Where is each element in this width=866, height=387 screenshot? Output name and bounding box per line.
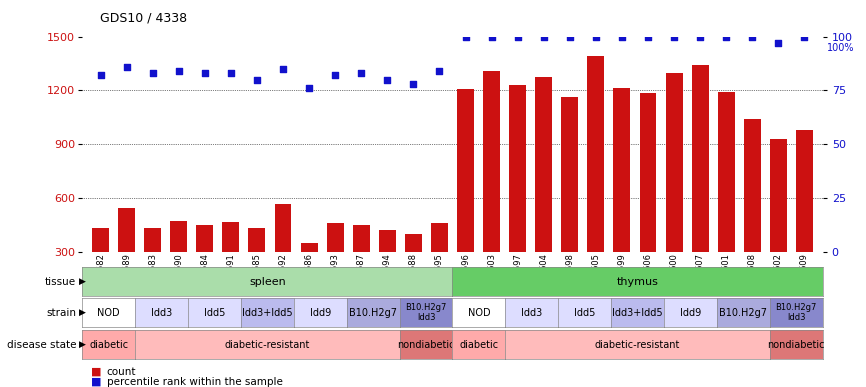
Point [250,77,264,83]
Bar [145,228,161,305]
Point [485,34,499,40]
Bar [718,92,734,305]
Text: Idd9: Idd9 [310,308,331,317]
Point [720,34,734,40]
Point [772,40,785,46]
Text: B10.H2g7
ldd3: B10.H2g7 ldd3 [405,303,447,322]
Text: spleen: spleen [249,277,286,286]
Text: Idd3+Idd5: Idd3+Idd5 [242,308,293,317]
Point [537,34,551,40]
Bar [171,221,187,305]
Text: ▶: ▶ [79,277,86,286]
Text: Idd3+Idd5: Idd3+Idd5 [612,308,662,317]
Bar [666,73,682,305]
Point [302,85,316,91]
Point [615,34,629,40]
Bar [326,223,344,305]
Point [746,34,759,40]
Bar [275,204,292,305]
Text: B10.H2g7: B10.H2g7 [720,308,767,317]
Text: ▶: ▶ [79,340,86,349]
Text: Idd9: Idd9 [680,308,701,317]
Point [798,34,811,40]
Bar [223,222,239,305]
Text: ■: ■ [91,366,101,377]
Bar [352,225,370,305]
Bar [796,130,813,305]
Point [511,34,525,40]
Text: B10.H2g7
ldd3: B10.H2g7 ldd3 [776,303,817,322]
Bar [405,234,422,305]
Bar [535,77,553,305]
Text: diabetic-resistant: diabetic-resistant [595,340,681,349]
Text: Idd3: Idd3 [521,308,542,317]
Bar [561,97,578,305]
Bar [587,57,604,305]
Text: strain: strain [46,308,76,317]
Point [197,70,211,76]
Bar [770,139,787,305]
Text: percentile rank within the sample: percentile rank within the sample [107,377,282,387]
Bar [483,71,500,305]
Point [171,68,185,74]
Bar [301,243,318,305]
Point [694,34,708,40]
Bar [640,93,656,305]
Text: nondiabetic: nondiabetic [767,340,825,349]
Bar [613,88,630,305]
Point [589,34,603,40]
Point [224,70,238,76]
Text: thymus: thymus [617,277,658,286]
Text: disease state: disease state [7,340,76,349]
Point [328,72,342,79]
Text: diabetic: diabetic [459,340,499,349]
Text: NOD: NOD [468,308,490,317]
Bar [197,225,213,305]
Point [563,34,577,40]
Text: Idd5: Idd5 [574,308,596,317]
Bar [457,89,474,305]
Bar [692,65,708,305]
Point [667,34,681,40]
Text: Idd5: Idd5 [204,308,225,317]
Point [354,70,368,76]
Text: diabetic-resistant: diabetic-resistant [224,340,310,349]
Text: GDS10 / 4338: GDS10 / 4338 [100,12,187,25]
Point [94,72,107,79]
Text: Idd3: Idd3 [151,308,172,317]
Bar [431,223,448,305]
Text: NOD: NOD [97,308,120,317]
Point [641,34,655,40]
Bar [92,228,109,305]
Text: 100%: 100% [827,43,855,53]
Point [120,64,133,70]
Text: tissue: tissue [45,277,76,286]
Bar [744,119,760,305]
Text: diabetic: diabetic [89,340,128,349]
Text: nondiabetic: nondiabetic [397,340,455,349]
Bar [378,230,396,305]
Point [406,81,420,87]
Text: ▶: ▶ [79,308,86,317]
Point [380,77,394,83]
Bar [509,85,527,305]
Bar [118,208,135,305]
Text: B10.H2g7: B10.H2g7 [349,308,397,317]
Point [459,34,473,40]
Point [432,68,446,74]
Text: count: count [107,366,136,377]
Bar [249,228,265,305]
Text: ■: ■ [91,377,101,387]
Point [145,70,159,76]
Point [276,66,290,72]
